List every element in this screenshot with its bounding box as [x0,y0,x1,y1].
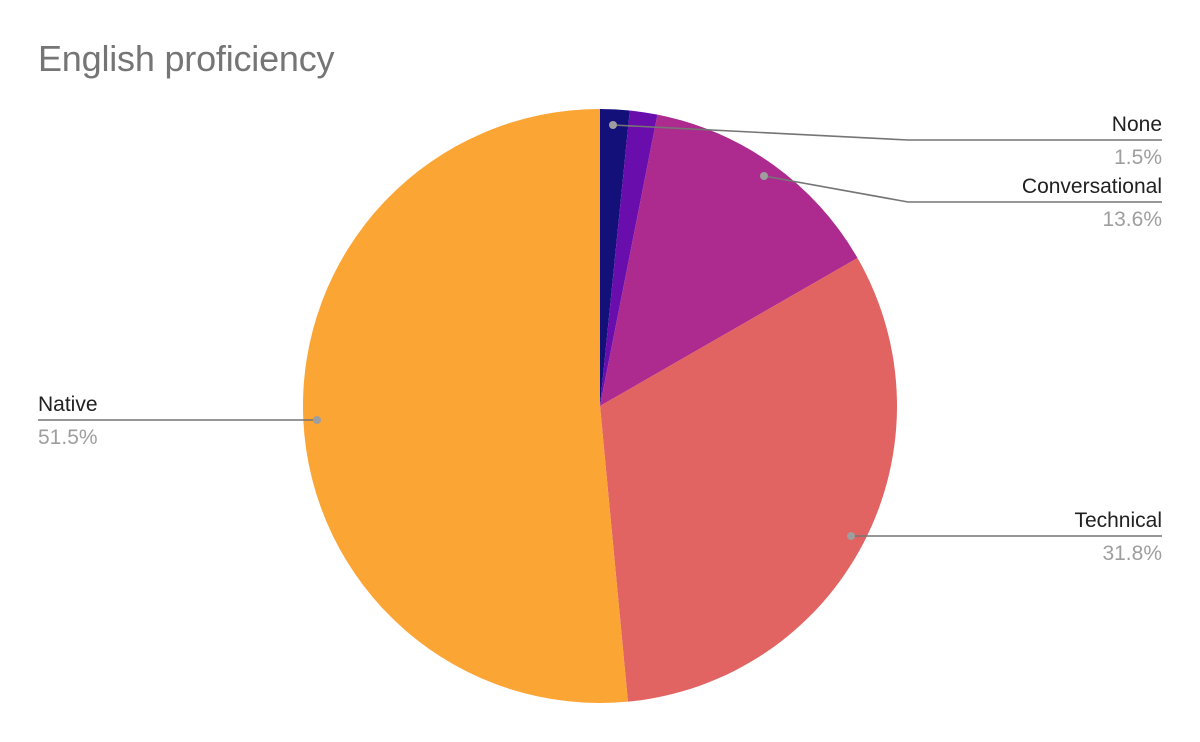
pie-slices [302,108,897,703]
slice-value-none: 1.5% [1114,146,1162,169]
slice-label-native: Native [38,393,98,416]
leader-dot-technical [847,532,855,540]
pie-slice-conversational [600,114,858,407]
pie-slice-unlabeled [600,109,630,406]
leader-lines [38,121,1162,540]
pie-slice-technical [600,258,897,702]
slice-label-conversational: Conversational [1022,175,1162,198]
slice-label-technical: Technical [1074,509,1162,532]
chart-title: English proficiency [38,38,335,79]
leader-line-none [612,124,1162,141]
pie-slice-native [302,108,628,703]
slice-labels: None 1.5% Conversational 13.6% Technical 31.8… [38,113,1162,565]
slice-value-native: 51.5% [38,426,98,449]
leader-dot-none [609,121,617,129]
leader-line-conversational [763,175,1162,203]
pie-slice-none [600,110,658,406]
slice-value-conversational: 13.6% [1102,208,1162,231]
leader-dot-conversational [760,172,768,180]
leader-dot-native [313,416,321,424]
slice-value-technical: 31.8% [1102,542,1162,565]
slice-label-none: None [1112,113,1162,136]
